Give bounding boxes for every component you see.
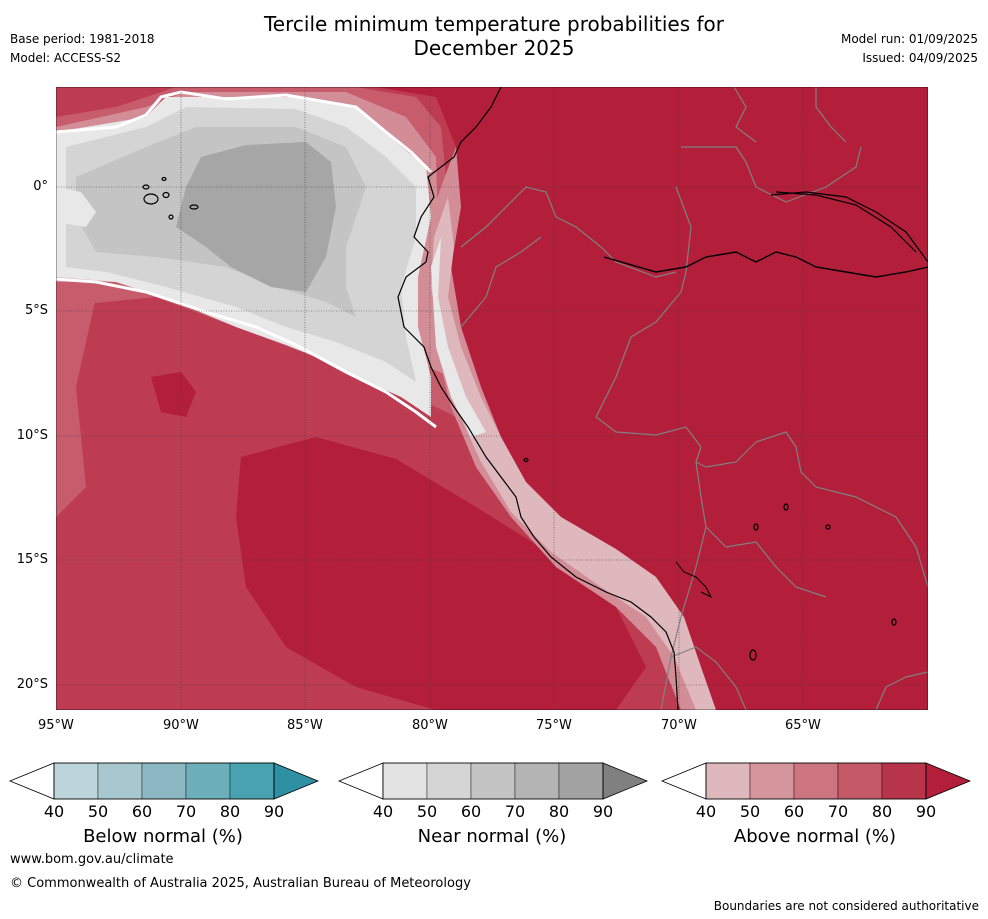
colorbar-below-segment [141, 762, 187, 800]
lat-tick-5s: 5°S [24, 303, 48, 318]
colorbar-near-segment [514, 762, 560, 800]
colorbar-near-segment [382, 762, 428, 800]
lon-tick-80w: 80°W [412, 718, 448, 733]
base-period-text: Base period: 1981-2018 [10, 32, 155, 46]
zone-near-70 [176, 142, 336, 292]
colorbar-near-normal: 40 50 60 70 80 90 [337, 762, 649, 821]
colorbar-near-label: Near normal (%) [417, 826, 567, 847]
zone-above-70-west [56, 287, 96, 517]
colorbar-above-outline [705, 762, 927, 800]
lat-tick-20s: 20°S [16, 677, 48, 692]
colorbar-below-tick: 50 [88, 802, 108, 821]
issued-date-text: Issued: 04/09/2025 [862, 51, 978, 65]
colorbar-near-segment [558, 762, 604, 800]
colorbar-near-tick: 80 [549, 802, 569, 821]
colorbar-below-low-extend [8, 762, 55, 800]
colorbar-below-segment [185, 762, 231, 800]
colorbar-above-segment [749, 762, 795, 800]
title-line-1: Tercile minimum temperature probabilitie… [263, 12, 725, 36]
colorbar-above-label: Above normal (%) [733, 826, 897, 847]
colorbar-below-tick: 60 [132, 802, 152, 821]
lon-tick-75w: 75°W [536, 718, 572, 733]
lon-tick-95w: 95°W [38, 718, 74, 733]
colorbar-above-low-extend [660, 762, 707, 800]
colorbar-near-low-extend [337, 762, 384, 800]
map-title: Tercile minimum temperature probabilitie… [0, 12, 988, 60]
website-text: www.bom.gov.au/climate [10, 852, 174, 867]
colorbar-above-tick: 60 [784, 802, 804, 821]
colorbar-above-tick: 70 [828, 802, 848, 821]
colorbar-near-tick: 40 [373, 802, 393, 821]
country-borders [460, 87, 928, 710]
zone-near-40-coast [431, 237, 486, 437]
lon-tick-90w: 90°W [163, 718, 199, 733]
colorbar-below-segment [97, 762, 143, 800]
lat-tick-15s: 15°S [16, 552, 48, 567]
colorbar-near-tick: 60 [461, 802, 481, 821]
colorbar-above-tick: 90 [916, 802, 936, 821]
colorbar-near-segment [426, 762, 472, 800]
lat-tick-0: 0° [33, 179, 48, 194]
disclaimer-text: Boundaries are not considered authoritat… [713, 899, 979, 913]
colorbar-near-outline [382, 762, 604, 800]
zone-above-90-ocean-small [151, 372, 196, 417]
lon-tick-65w: 65°W [785, 718, 821, 733]
model-name-text: Model: ACCESS-S2 [10, 51, 122, 65]
colorbar-below-tick: 40 [44, 802, 64, 821]
probability-map [56, 87, 928, 710]
copyright-text: © Commonwealth of Australia 2025, Austra… [10, 876, 471, 891]
graticule [56, 87, 928, 710]
colorbar-below-tick: 90 [264, 802, 284, 821]
zone-above-50-coast [431, 197, 716, 710]
colorbar-above-high-extend [925, 762, 972, 800]
colorbar-near-tick: 70 [505, 802, 525, 821]
model-run-text: Model run: 01/09/2025 [840, 32, 978, 46]
colorbar-above-tick: 40 [696, 802, 716, 821]
lon-tick-70w: 70°W [661, 718, 697, 733]
colorbar-above-tick: 50 [740, 802, 760, 821]
colorbar-above-normal: 40 50 60 70 80 90 [660, 762, 972, 821]
colorbar-below-segment [229, 762, 275, 800]
colorbar-near-tick: 50 [417, 802, 437, 821]
colorbar-below-outline [53, 762, 275, 800]
lon-tick-85w: 85°W [287, 718, 323, 733]
colorbar-below-normal: 40 50 60 70 80 90 [8, 762, 320, 821]
colorbar-near-tick: 90 [593, 802, 613, 821]
colorbar-below-tick: 70 [176, 802, 196, 821]
colorbars: 40 50 60 70 80 90 40 50 60 70 80 90 40 50 60 70 80 90 [8, 762, 972, 821]
zone-near-40-west [56, 187, 96, 227]
colorbar-above-segment [705, 762, 751, 800]
coastline [142, 87, 928, 710]
title-line-2: December 2025 [413, 36, 575, 60]
colorbar-above-segment [837, 762, 883, 800]
colorbar-below-high-extend [273, 762, 320, 800]
colorbar-above-segment [793, 762, 839, 800]
zone-above-90-ocean-patch [236, 437, 646, 710]
colorbar-near-segment [470, 762, 516, 800]
colorbar-near-high-extend [602, 762, 649, 800]
colorbar-below-segment [53, 762, 99, 800]
lat-tick-10s: 10°S [16, 428, 48, 443]
colorbar-above-segment [881, 762, 927, 800]
colorbar-below-tick: 80 [220, 802, 240, 821]
colorbar-below-label: Below normal (%) [83, 826, 243, 847]
near-normal-boundary [56, 90, 437, 429]
colorbar-above-tick: 80 [872, 802, 892, 821]
